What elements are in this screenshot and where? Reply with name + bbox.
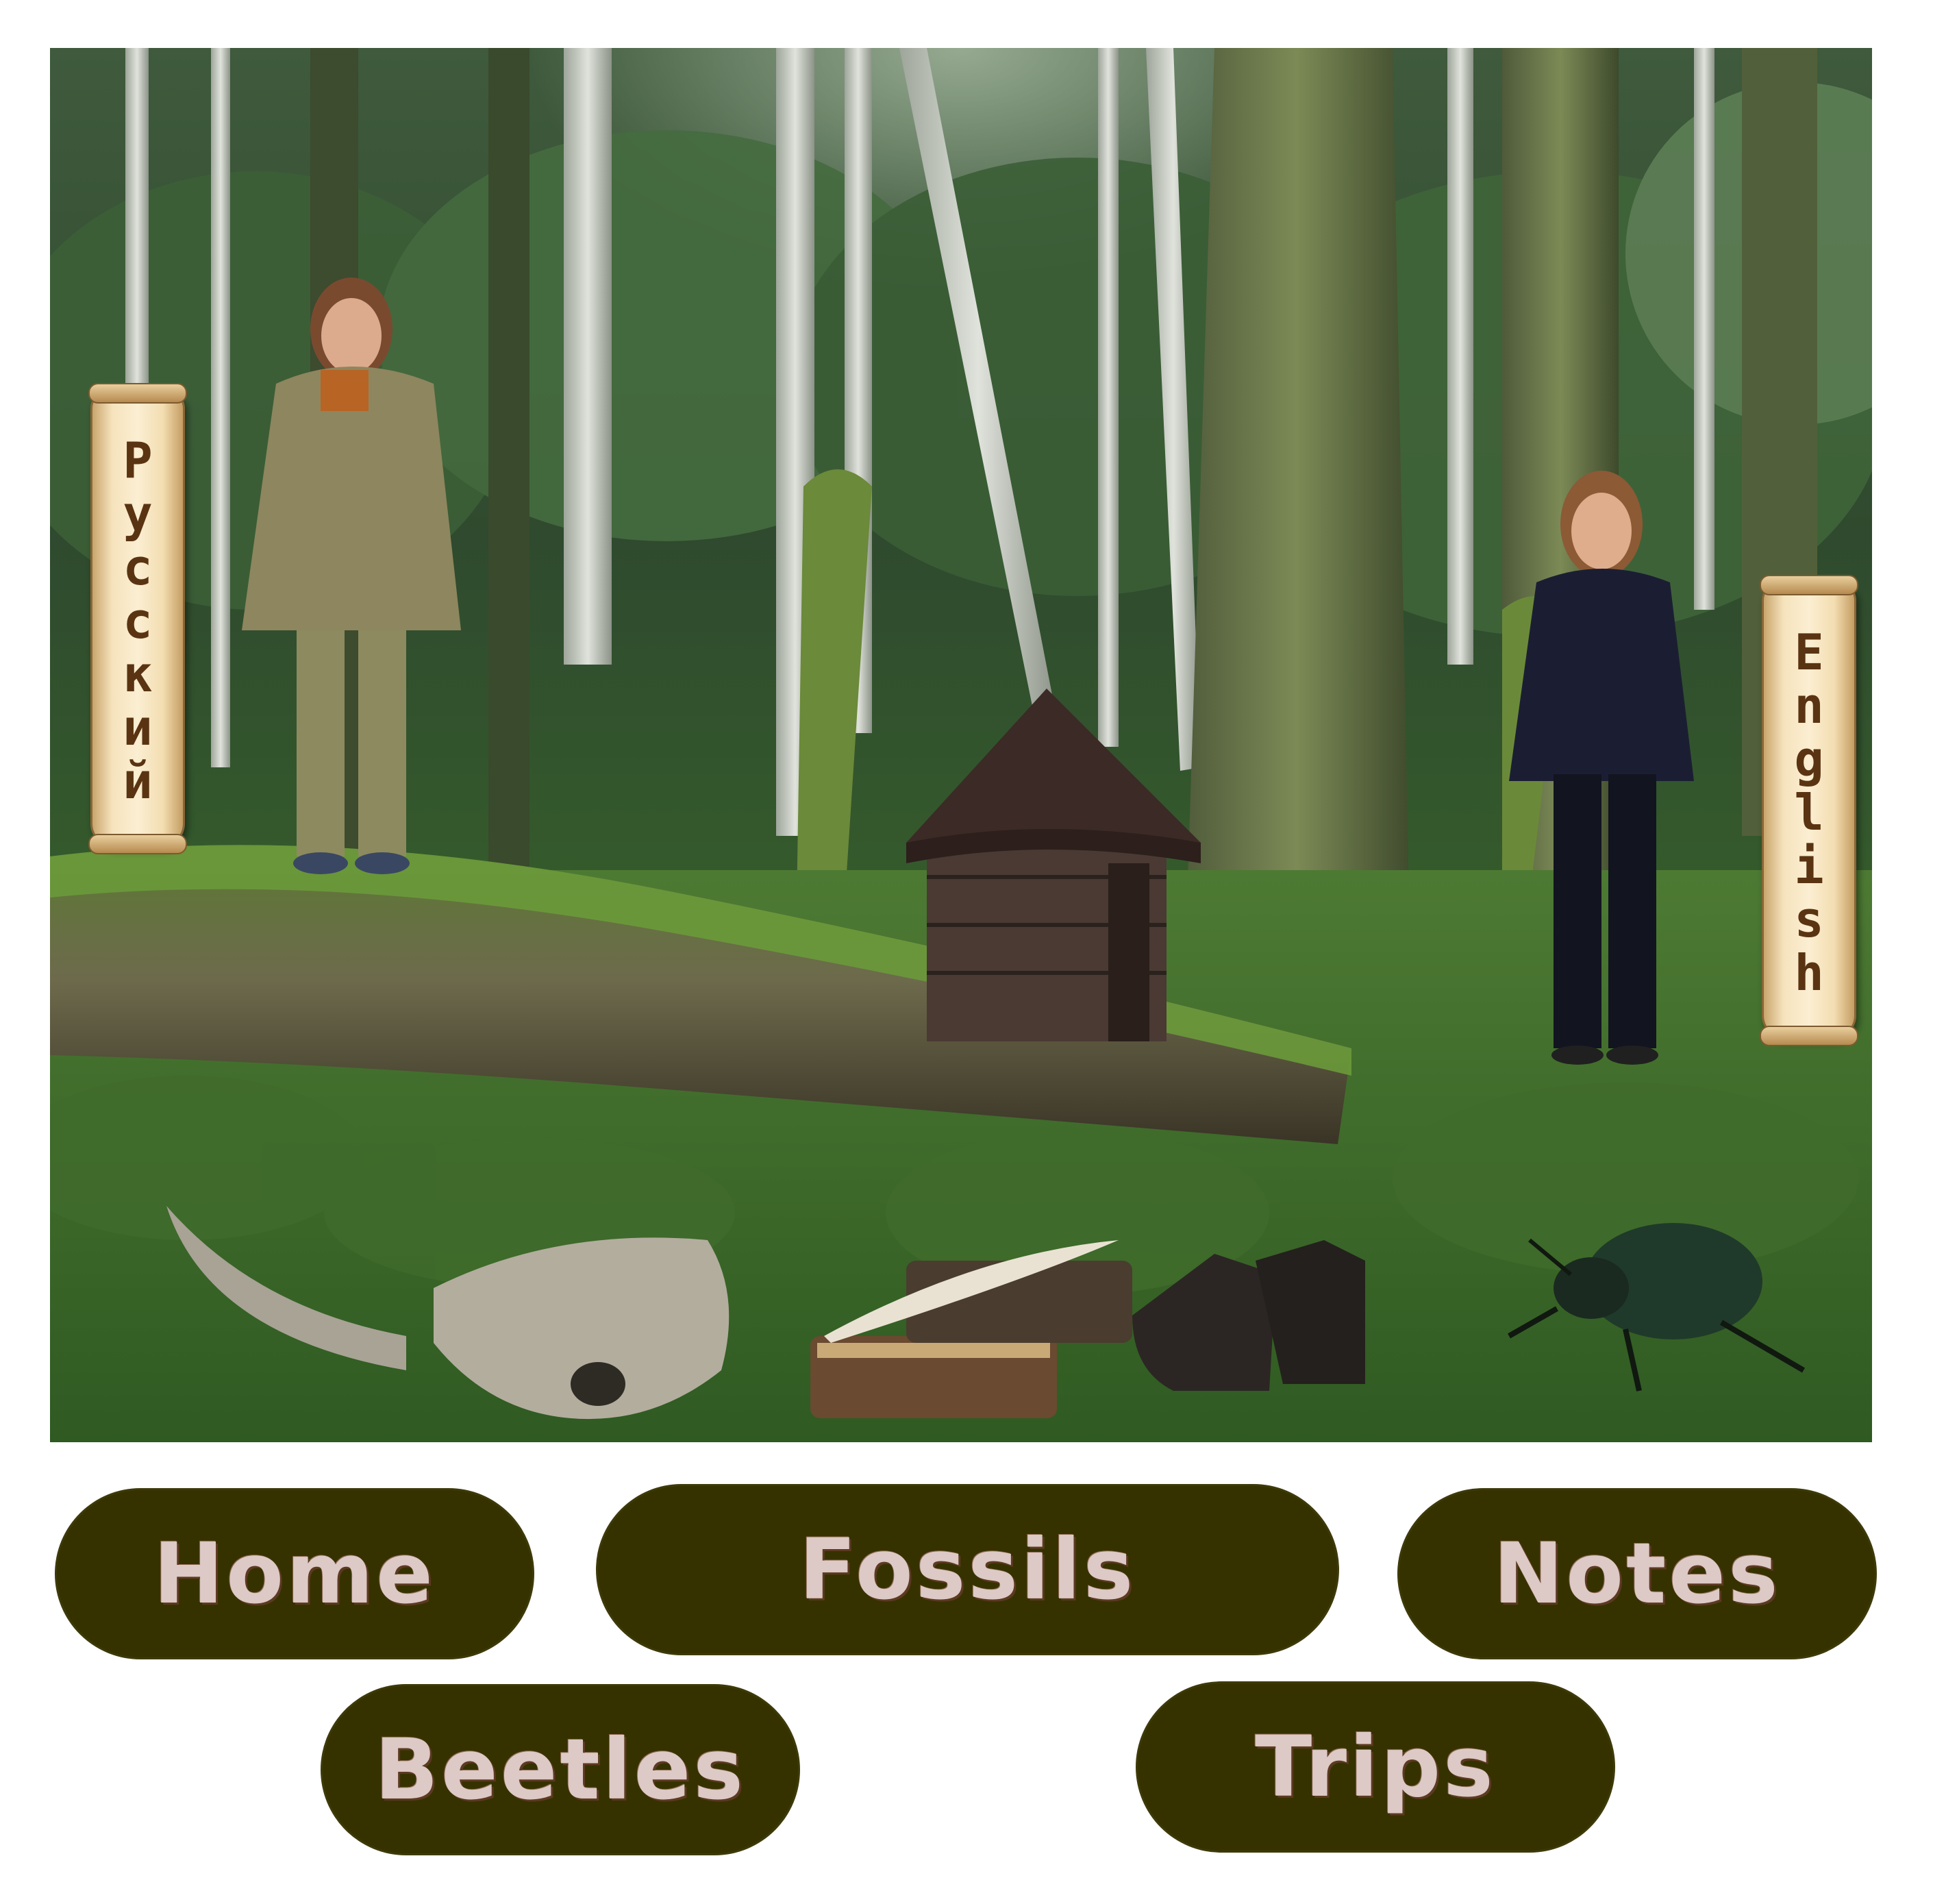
english-language-scroll[interactable]: English [1760,575,1858,1046]
forest-hut [906,689,1201,1041]
beetle-object [1508,1223,1806,1392]
nav-trips-button[interactable]: Trips [1136,1681,1615,1853]
russian-language-scroll[interactable]: Русский [88,383,187,854]
person-right-figure [1509,471,1694,1065]
russian-label: Русский [109,432,166,806]
nav-notes-button[interactable]: Notes [1397,1488,1877,1659]
books-object [810,1240,1132,1418]
nav-trips-label: Trips [1255,1718,1496,1816]
nav-fossils-label: Fossils [799,1521,1136,1618]
nav-beetles-label: Beetles [375,1721,746,1818]
forest-illustration [50,48,1872,1442]
nav-home-button[interactable]: Home [55,1488,534,1659]
english-label: English [1780,623,1838,998]
nav-notes-label: Notes [1493,1525,1781,1622]
nav-beetles-button[interactable]: Beetles [321,1684,800,1855]
nav-fossils-button[interactable]: Fossils [596,1484,1339,1655]
forest-scene [50,48,1872,1442]
boots-object [1132,1240,1365,1391]
skull-object [166,1206,729,1420]
person-left-figure [242,277,461,874]
nav-home-label: Home [153,1525,436,1622]
fallen-log [50,845,1351,1144]
